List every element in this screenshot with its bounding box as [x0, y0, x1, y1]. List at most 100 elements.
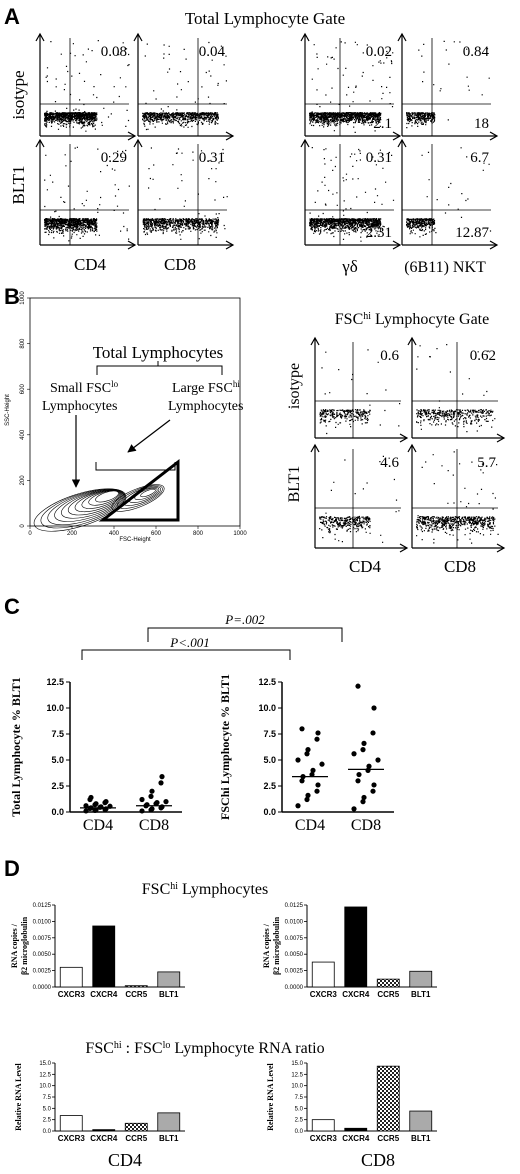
category-label: CXCR3: [58, 1134, 86, 1143]
large-fsc-label-line2: Lymphocytes: [168, 399, 243, 414]
facs-dots: [44, 40, 130, 132]
b-row-label-blt1: BLT1: [286, 466, 303, 503]
bar-chart-D-top-left: 0.0000 0.0025 0.0050 0.0075 0.0100 0.0125 RNA …: [10, 903, 185, 999]
scatter-C-right: 0.0 2.5 5.0 7.5 10.0 12.5 FSChi Lymphocyte % B…: [218, 674, 394, 834]
data-point: [149, 806, 155, 812]
quadrant-value: 0.04: [199, 44, 226, 60]
y-tick-label: 12.5: [39, 1072, 51, 1078]
scatter-plots: 0.0 2.5 5.0 7.5 10.0 12.5 Total Lymphocyte % B…: [9, 674, 394, 834]
data-point: [370, 788, 376, 794]
data-point: [158, 780, 164, 786]
y-tick-label: 2.5: [43, 1118, 52, 1124]
bar-charts: 0.0000 0.0025 0.0050 0.0075 0.0100 0.0125 RNA …: [10, 903, 437, 1143]
bar-blt1: [157, 1112, 181, 1132]
data-point: [295, 803, 301, 809]
quadrant-value: 0.02: [366, 44, 392, 60]
y-tick-label: 7.5: [295, 1095, 304, 1101]
facs-b-cd8-blt1: 5.7: [407, 443, 506, 553]
y-axis-label: Total Lymphocyte % BLT1: [9, 677, 23, 816]
row-label-isotype: isotype: [9, 70, 28, 119]
y-tick-label: 0.0: [263, 807, 276, 817]
bar-cxcr4: [92, 925, 116, 988]
y-tick-label: 15.0: [291, 1061, 303, 1067]
quadrant-value: 18: [474, 116, 489, 132]
y-tick-label: 0.0: [51, 807, 64, 817]
y-tick-label: 12.5: [291, 1072, 303, 1078]
y-tick-label: 12.5: [46, 677, 64, 687]
facs-b-cd4-blt1: 4.6: [310, 443, 409, 553]
total-lymphocytes-label: Total Lymphocytes: [93, 343, 224, 362]
data-point: [299, 726, 305, 732]
data-point: [375, 757, 381, 763]
contour-lines: [33, 484, 165, 532]
quadrant-value: 0.62: [470, 348, 496, 364]
contour-ytick: 400: [20, 429, 26, 440]
quadrant-value: 2.31: [366, 225, 392, 241]
panel-letter-d: D: [4, 856, 20, 881]
y-tick-label: 0.0100: [33, 919, 52, 925]
y-tick-label: 0.0: [295, 1129, 304, 1135]
category-label: CXCR3: [310, 1134, 338, 1143]
quadrant-value: 0.84: [463, 44, 490, 60]
y-tick-label: 0.0050: [285, 952, 304, 958]
data-point: [355, 683, 361, 689]
large-fsc-label: Large FSChi: [172, 379, 240, 396]
data-point: [360, 799, 366, 805]
contour-xtick: 600: [151, 531, 162, 537]
contour-xlabel: FSC-Height: [119, 537, 151, 543]
y-axis-label: RNA copies /β2 microglobulin: [262, 916, 281, 975]
data-point: [93, 807, 99, 813]
data-point: [83, 803, 89, 809]
quadrant-value: 6.7: [470, 150, 489, 166]
data-point: [315, 730, 321, 736]
y-tick-label: 5.0: [43, 1106, 52, 1112]
d-title: FSChi Lymphocytes: [142, 881, 268, 898]
facs-cd4-isotype: 0.08: [35, 32, 137, 141]
category-label: CXCR3: [58, 990, 86, 999]
d-col-label-cd4: CD4: [108, 1150, 142, 1170]
contour-ytick: 200: [20, 475, 26, 486]
y-tick-label: 5.0: [295, 1106, 304, 1112]
quadrant-value: 2.1: [373, 116, 392, 132]
row-label-blt1: BLT1: [9, 165, 28, 204]
category-label: CCR5: [377, 990, 399, 999]
facs-plots-b: 0.6 0.62 4.6 5.7: [310, 336, 506, 553]
quadrant-value: 0.6: [380, 348, 399, 364]
y-tick-label: 2.5: [263, 781, 276, 791]
data-point: [148, 793, 154, 800]
data-point: [310, 767, 316, 774]
facs-dots: [142, 41, 227, 131]
p-value-cd4: P<.001: [169, 635, 209, 650]
facs-nkt-blt1: 6.7 12.87: [397, 138, 499, 250]
y-tick-label: 0.0000: [285, 985, 304, 991]
small-fsc-label: Small FSClo: [50, 379, 119, 396]
data-point: [299, 778, 305, 784]
facs-cd8-isotype: 0.04: [133, 32, 235, 141]
data-point: [361, 740, 367, 746]
y-axis-label: Relative RNA Level: [266, 1062, 275, 1130]
p-value-cd8: P=.002: [224, 612, 265, 627]
data-point: [88, 794, 94, 801]
category-label: CXCR4: [90, 990, 118, 999]
bar-ccr5: [376, 1065, 400, 1132]
bar-blt1: [409, 970, 433, 988]
y-tick-label: 5.0: [51, 755, 64, 765]
y-tick-label: 7.5: [263, 729, 276, 739]
y-tick-label: 0.0075: [33, 936, 52, 942]
bar-cxcr4: [92, 1129, 116, 1132]
data-point: [351, 806, 357, 812]
y-tick-label: 0.0: [43, 1129, 52, 1135]
data-point: [361, 794, 367, 801]
col-label-gd: γδ: [341, 257, 358, 276]
facs-dots: [319, 455, 400, 543]
y-tick-label: 7.5: [51, 729, 64, 739]
y-tick-label: 0.0050: [33, 952, 52, 958]
facs-cd4-blt1: 0.29: [35, 138, 137, 250]
contour-ylabel: SSC-Height: [5, 394, 11, 426]
contour-ytick: 600: [20, 384, 26, 395]
facs-nkt-isotype: 0.84 18: [397, 32, 499, 141]
facs-cd8-blt1: 0.31: [133, 138, 235, 250]
y-tick-label: 7.5: [43, 1095, 52, 1101]
data-point: [366, 763, 372, 769]
